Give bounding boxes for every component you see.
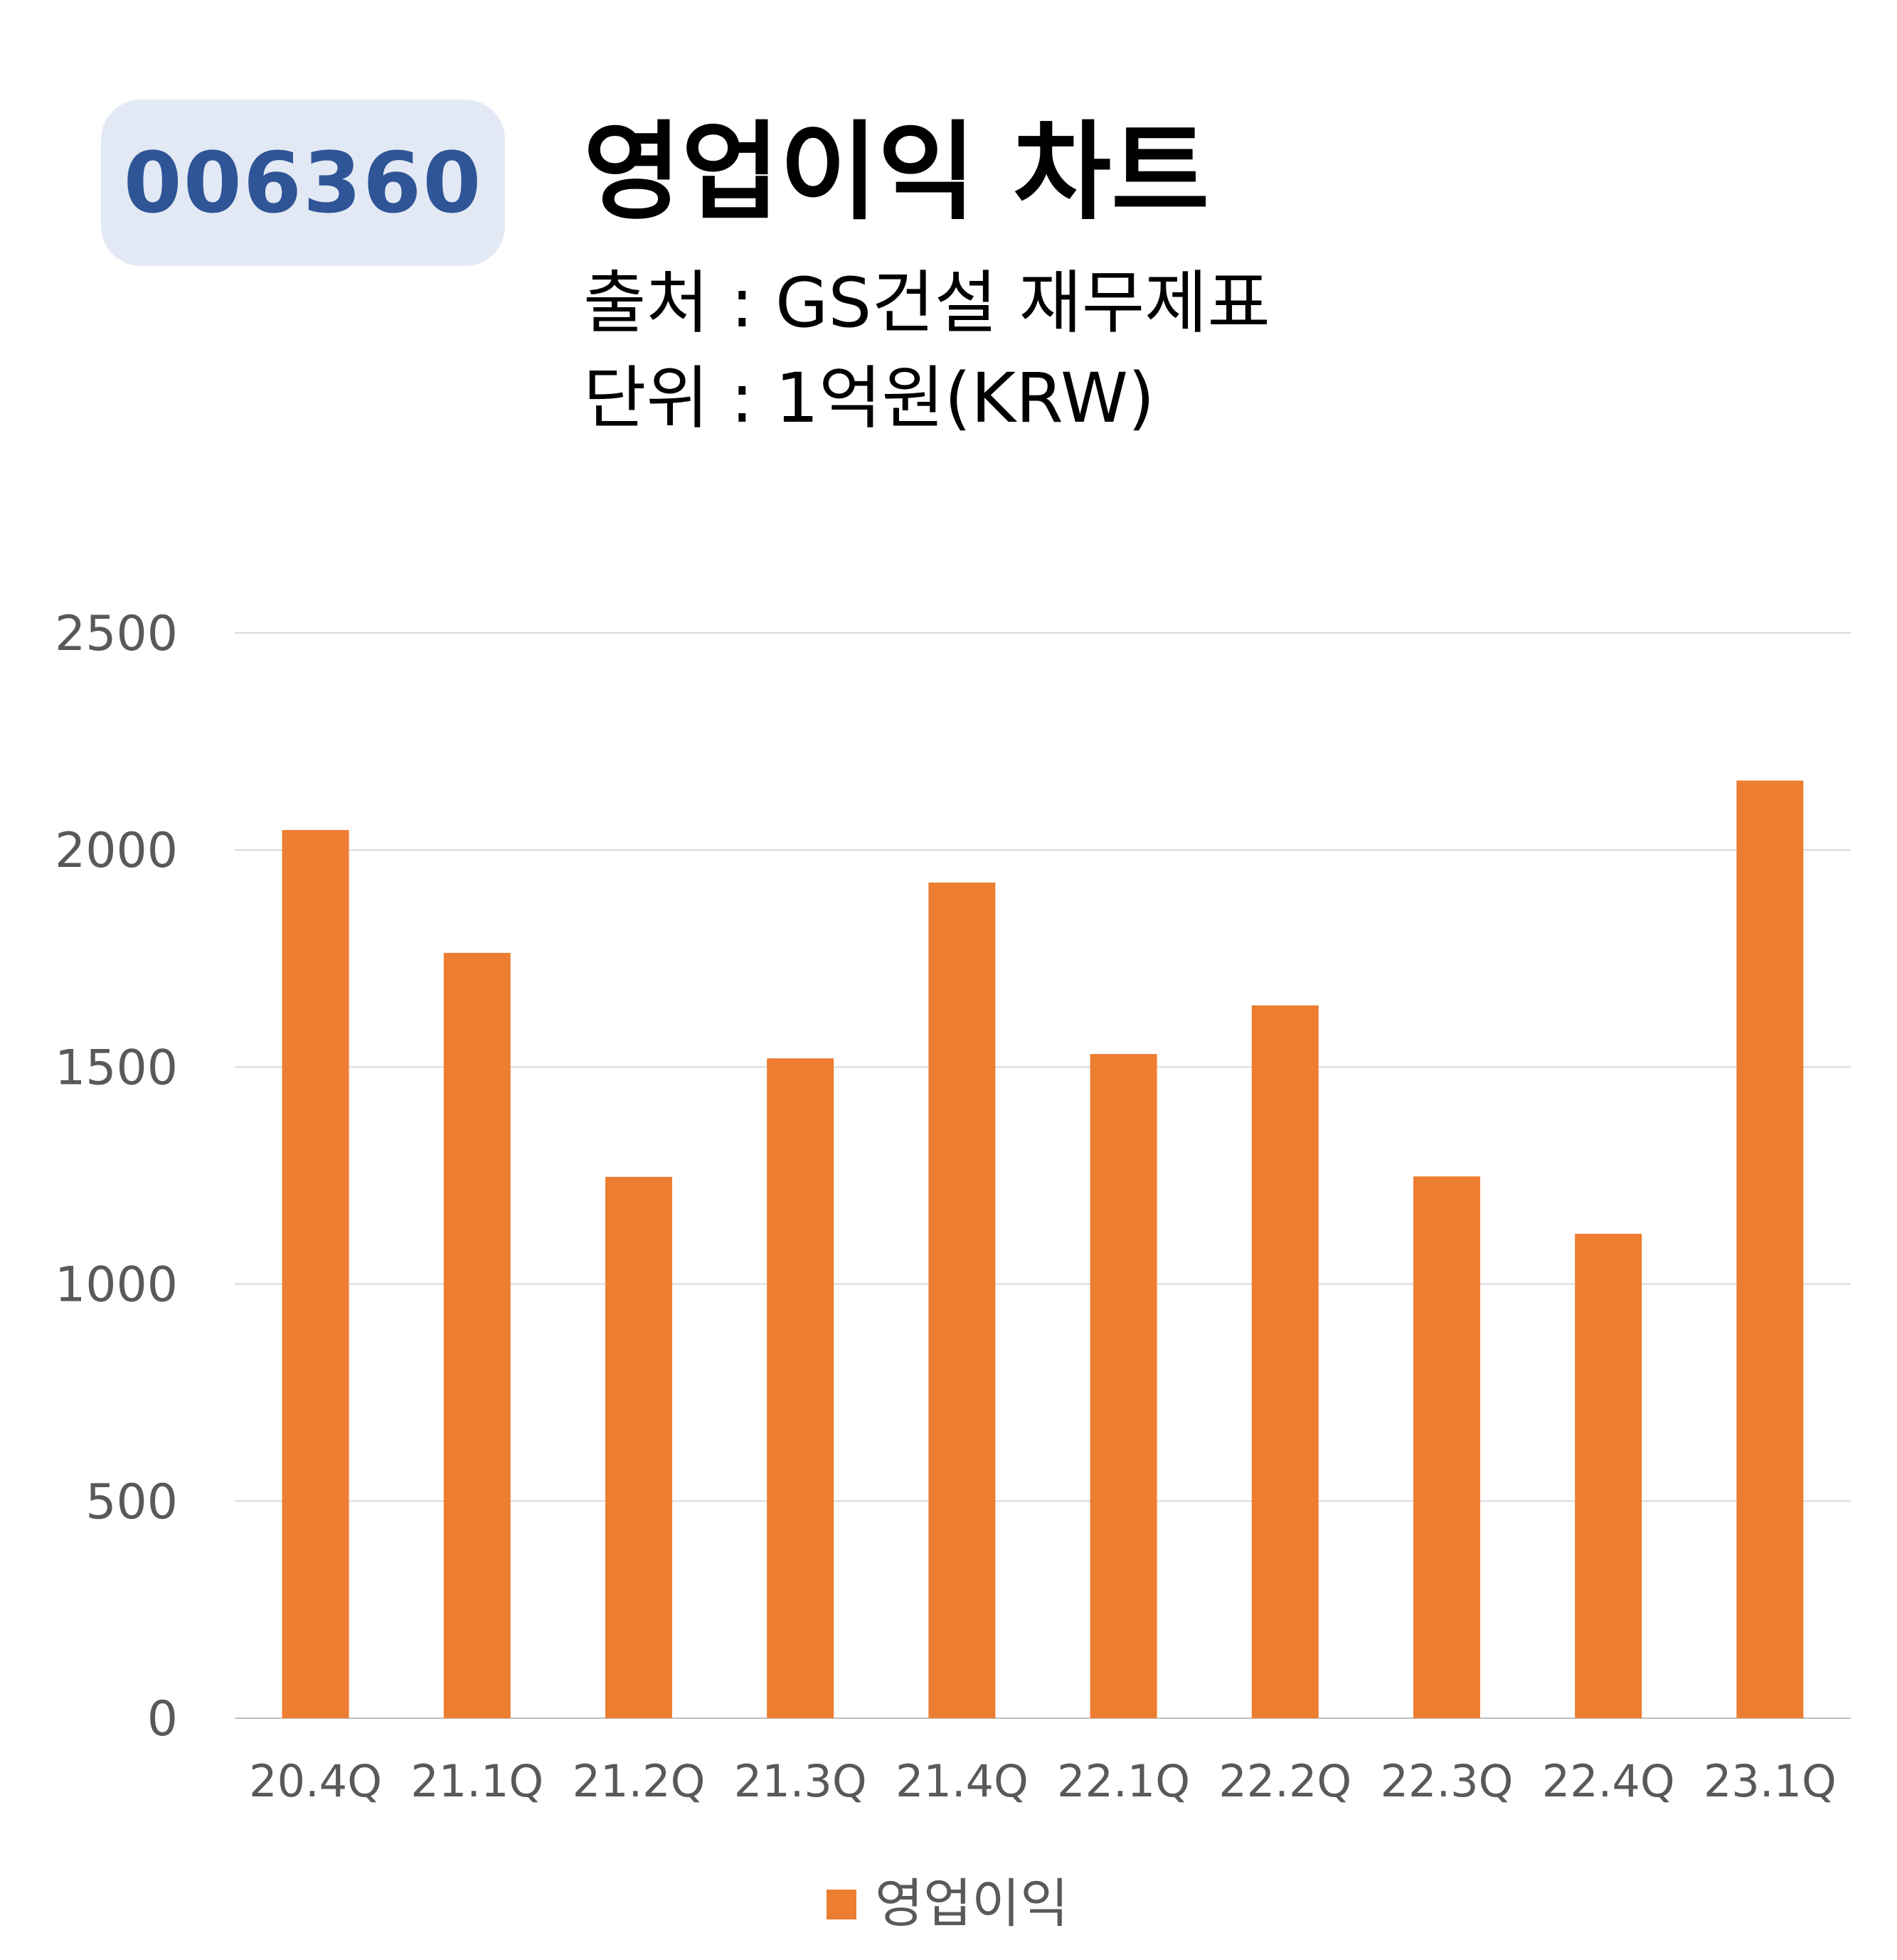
y-tick-label: 0 bbox=[147, 1691, 178, 1747]
bar bbox=[443, 952, 511, 1718]
y-tick-label: 2000 bbox=[55, 823, 178, 879]
x-tick-label: 20.4Q bbox=[249, 1755, 382, 1807]
bar bbox=[767, 1058, 834, 1718]
x-tick-label: 23.1Q bbox=[1704, 1755, 1837, 1807]
x-tick-label: 21.4Q bbox=[896, 1755, 1029, 1807]
legend: 영업이익 bbox=[827, 1873, 1068, 1934]
x-tick-label: 22.4Q bbox=[1542, 1755, 1675, 1807]
ticker-code: 006360 bbox=[123, 134, 483, 232]
bar bbox=[1090, 1054, 1157, 1718]
y-tick-label: 500 bbox=[85, 1474, 178, 1530]
bar-chart: 0 500 1000 1500 2000 2500 20.4Q 21.1Q 21.2Q 21.3… bbox=[55, 606, 1851, 1934]
x-tick-label: 21.2Q bbox=[573, 1755, 706, 1807]
bar bbox=[1251, 1005, 1319, 1718]
bar bbox=[605, 1176, 672, 1718]
x-tick-label: 22.3Q bbox=[1381, 1755, 1514, 1807]
x-tick-label: 21.1Q bbox=[410, 1755, 543, 1807]
chart-title: 영업이익 차트 bbox=[583, 111, 1210, 235]
bar bbox=[282, 830, 349, 1718]
source-label: 출처 : GS건설 재무제표 bbox=[583, 263, 1270, 343]
y-tick-label: 1500 bbox=[55, 1040, 178, 1096]
y-tick-label: 1000 bbox=[55, 1257, 178, 1314]
y-axis: 0 500 1000 1500 2000 2500 bbox=[55, 606, 178, 1747]
x-axis: 20.4Q 21.1Q 21.2Q 21.3Q 21.4Q 22.1Q 22.2Q 22.3Q… bbox=[249, 1755, 1837, 1807]
bar bbox=[1736, 780, 1804, 1718]
ticker-badge: 006360 bbox=[101, 100, 505, 266]
x-tick-label: 22.2Q bbox=[1218, 1755, 1351, 1807]
legend-swatch bbox=[827, 1890, 856, 1919]
bar bbox=[928, 882, 996, 1718]
unit-label: 단위 : 1억원(KRW) bbox=[583, 358, 1155, 438]
x-tick-label: 22.1Q bbox=[1057, 1755, 1190, 1807]
bar bbox=[1575, 1233, 1642, 1718]
bar bbox=[1413, 1176, 1480, 1718]
bars bbox=[282, 780, 1804, 1718]
legend-label: 영업이익 bbox=[875, 1873, 1068, 1934]
y-tick-label: 2500 bbox=[55, 606, 178, 662]
x-tick-label: 21.3Q bbox=[734, 1755, 867, 1807]
